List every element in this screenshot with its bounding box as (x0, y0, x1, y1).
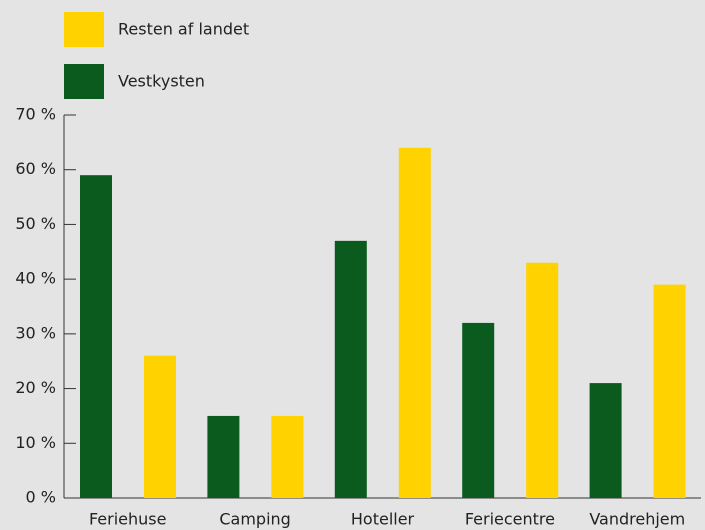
bar (144, 355, 176, 498)
bar (398, 147, 431, 499)
y-tick-label: 10 % (15, 433, 56, 452)
x-tick-label: Vandrehjem (589, 510, 685, 529)
bar (653, 284, 686, 498)
y-tick-label: 30 % (15, 323, 56, 342)
bar (271, 415, 304, 498)
legend-swatch (64, 64, 104, 99)
legend-label: Vestkysten (118, 72, 205, 91)
bar (462, 322, 495, 498)
y-tick-label: 40 % (15, 269, 56, 288)
x-tick-label: Camping (219, 510, 290, 529)
x-tick-label: Feriecentre (465, 510, 555, 529)
bar (589, 383, 622, 498)
bar (207, 415, 240, 498)
y-tick-label: 50 % (15, 214, 56, 233)
y-tick-label: 20 % (15, 378, 56, 397)
x-tick-label: Hoteller (351, 510, 415, 529)
x-tick-label: Feriehuse (89, 510, 167, 529)
y-tick-label: 0 % (26, 488, 56, 507)
y-tick-label: 60 % (15, 159, 56, 178)
y-tick-label: 70 % (15, 105, 56, 124)
legend-swatch (64, 12, 104, 47)
bar (526, 262, 559, 498)
bar (334, 240, 367, 499)
legend-label: Resten af landet (118, 20, 249, 39)
bar (80, 175, 112, 498)
